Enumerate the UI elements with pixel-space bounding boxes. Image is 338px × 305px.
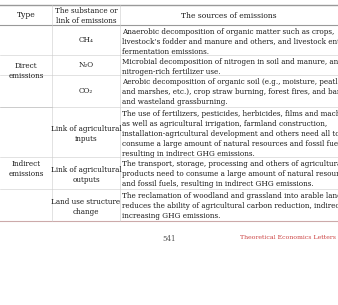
Text: The transport, storage, processing and others of agricultural
products need to c: The transport, storage, processing and o… bbox=[122, 160, 338, 188]
Text: The sources of emissions: The sources of emissions bbox=[181, 12, 277, 20]
Text: The use of fertilizers, pesticides, herbicides, films and machinery
as well as a: The use of fertilizers, pesticides, herb… bbox=[122, 109, 338, 158]
Text: Direct
emissions: Direct emissions bbox=[8, 62, 44, 80]
Text: CH₄: CH₄ bbox=[78, 37, 93, 45]
Text: Land use structure
change: Land use structure change bbox=[51, 198, 121, 216]
Text: Anaerobic decomposition of organic matter such as crops,
livestock’s fodder and : Anaerobic decomposition of organic matte… bbox=[122, 27, 338, 56]
Text: Theoretical Economics Letters: Theoretical Economics Letters bbox=[240, 235, 336, 240]
Text: 541: 541 bbox=[162, 235, 176, 243]
Text: The reclamation of woodland and grassland into arable land
reduces the ability o: The reclamation of woodland and grasslan… bbox=[122, 192, 338, 220]
Text: Indirect
emissions: Indirect emissions bbox=[8, 160, 44, 178]
Text: Microbial decomposition of nitrogen in soil and manure, and
nitrogen-rich fertil: Microbial decomposition of nitrogen in s… bbox=[122, 58, 338, 76]
Text: Link of agricultural
outputs: Link of agricultural outputs bbox=[51, 166, 121, 184]
Text: N₂O: N₂O bbox=[78, 62, 94, 70]
Text: The substance or
link of emissions: The substance or link of emissions bbox=[55, 7, 117, 25]
Text: Link of agricultural
inputs: Link of agricultural inputs bbox=[51, 125, 121, 143]
Text: Aerobic decomposition of organic soil (e.g., moisture, peatland
and marshes, etc: Aerobic decomposition of organic soil (e… bbox=[122, 77, 338, 106]
Text: Type: Type bbox=[17, 11, 35, 19]
Text: CO₂: CO₂ bbox=[79, 88, 93, 95]
